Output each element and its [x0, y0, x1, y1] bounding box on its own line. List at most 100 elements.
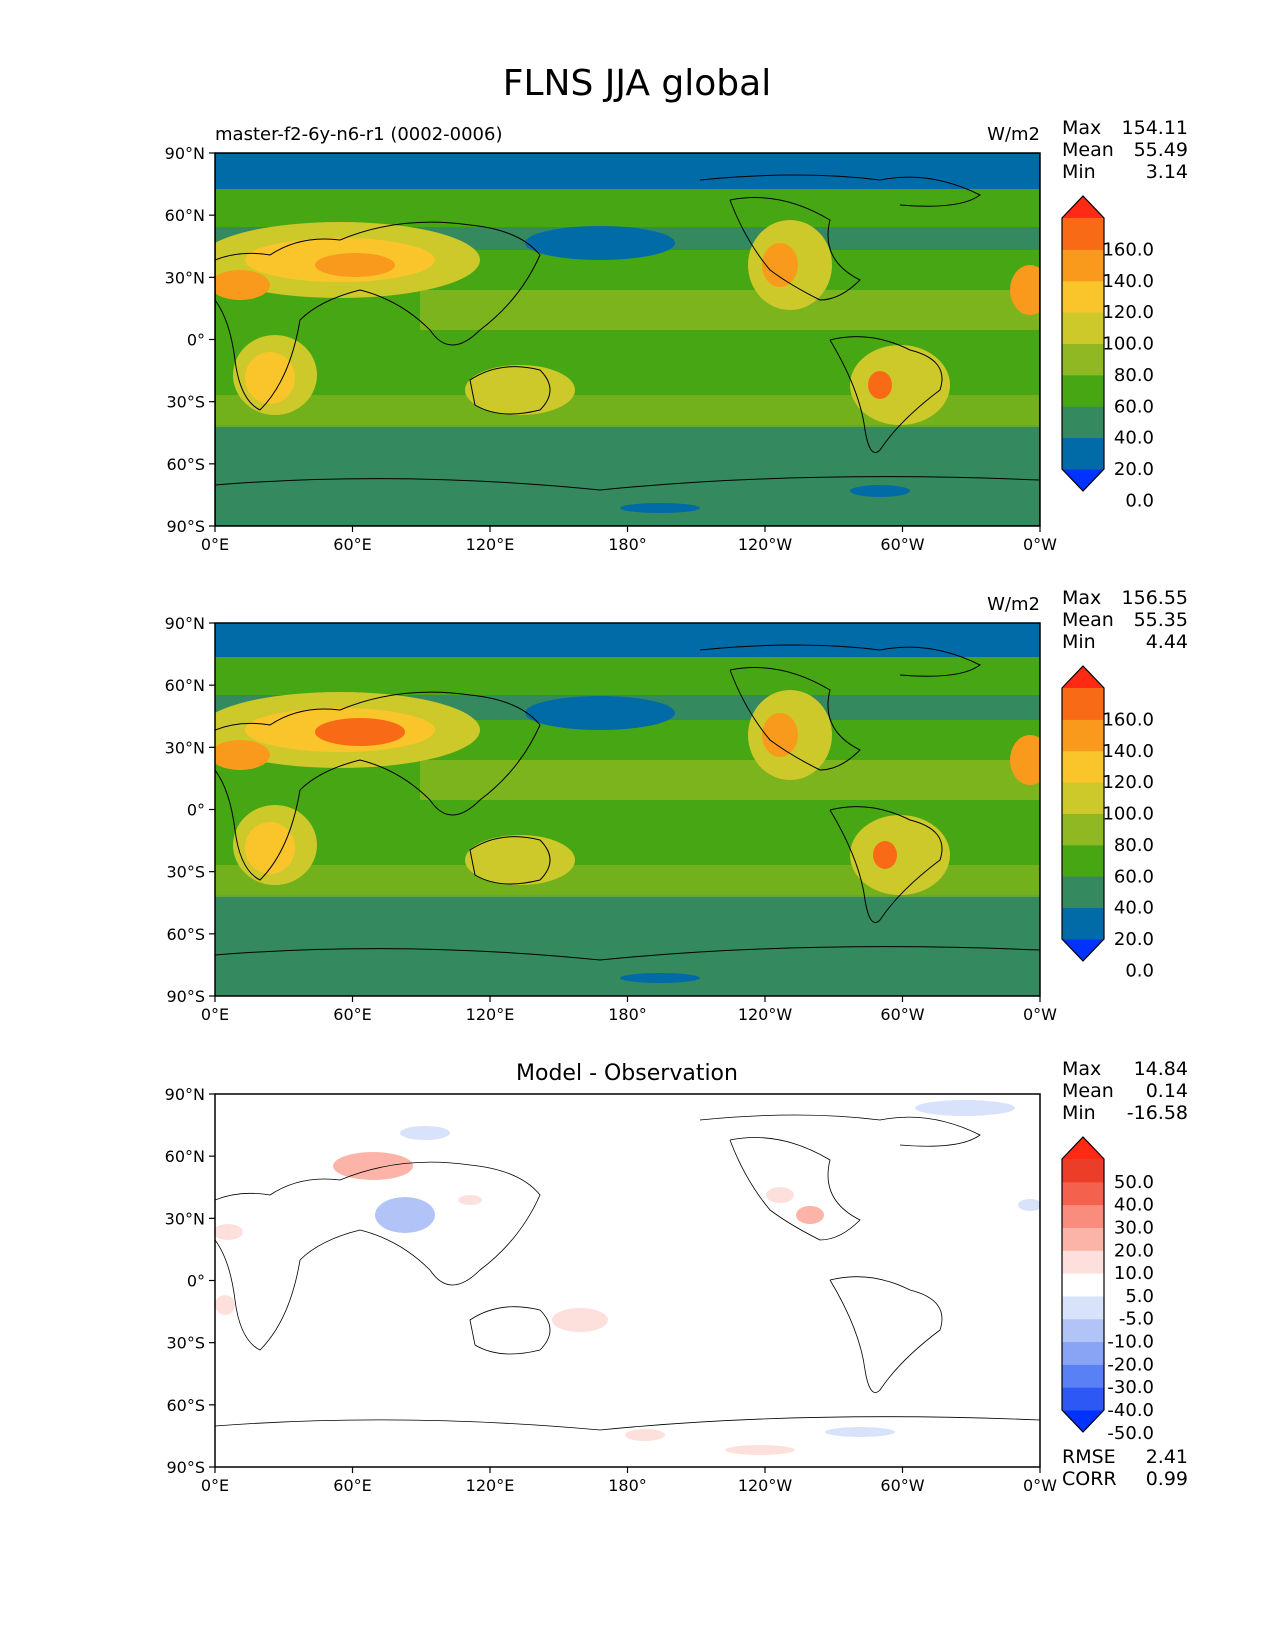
colorbar-tick-label: 100.0	[1102, 804, 1154, 825]
colorbar-tick-label: 140.0	[1102, 271, 1154, 292]
x-tick-label: 0°E	[201, 1005, 229, 1024]
colorbar-tick-label: -10.0	[1107, 1332, 1154, 1353]
y-tick-label: 60°S	[166, 1396, 205, 1415]
x-tick-label: 0°W	[1023, 1005, 1057, 1024]
colorbar-segment	[1062, 688, 1104, 720]
x-tick-label: 180°	[608, 535, 647, 554]
x-tick-label: 60°W	[880, 1476, 924, 1495]
colorbar-tick-label: -40.0	[1107, 1400, 1154, 1421]
panel-3-x-axis: 0°E 60°E 120°E 180° 120°W 60°W 0°W	[201, 1467, 1057, 1495]
colorbar-segment	[1062, 1273, 1104, 1297]
colorbar-outline	[1061, 665, 1105, 962]
y-tick-label: 90°S	[166, 987, 205, 1006]
colorbar-segment	[1062, 1295, 1104, 1320]
y-tick-label: 60°N	[165, 1147, 205, 1166]
x-tick-label: 0°E	[201, 1476, 229, 1495]
colorbar-tick-label: -50.0	[1107, 1423, 1154, 1444]
colorbar-segment	[1062, 1318, 1104, 1343]
panel-2-colorbar: 160.0 140.0 120.0 100.0 80.0 60.0 40.0 20.0 0.0	[1061, 665, 1154, 981]
panel-3-stats: Max 14.84 Mean 0.14 Min -16.58	[1062, 1058, 1188, 1124]
colorbar-segment	[1062, 876, 1104, 909]
panel-1-stat-value: 154.11	[1122, 117, 1188, 139]
panel-3-colorbar: 50.040.030.020.010.05.0-5.0-10.0-20.0-30…	[1061, 1136, 1154, 1444]
panel-1-colorbar: 160.0 140.0 120.0 100.0 80.0 60.0 40.0 20.0 0.0	[1061, 195, 1154, 511]
x-tick-label: 120°E	[466, 1005, 515, 1024]
panel-1-y-axis: 90°N 60°N 30°N 0° 30°S 60°S 90°S	[165, 144, 215, 536]
panel-3: Model - Observation	[165, 1058, 1188, 1495]
y-tick-label: 90°N	[165, 144, 205, 163]
colorbar-extend-max	[1062, 666, 1104, 688]
colorbar-outline	[1061, 1136, 1105, 1433]
colorbar-extend-max	[1062, 196, 1104, 218]
colorbar-extend-min	[1062, 469, 1104, 491]
figure-title: FLNS JJA global	[503, 63, 771, 104]
y-tick-label: 60°S	[166, 455, 205, 474]
panel-2-stat-value: 4.44	[1146, 631, 1188, 653]
panel-2-x-axis: 0°E 60°E 120°E 180° 120°W 60°W 0°W	[201, 996, 1057, 1024]
colorbar-segment	[1062, 1250, 1104, 1274]
x-tick-label: 120°W	[738, 1476, 793, 1495]
panel-2-stat-label: Min	[1062, 631, 1096, 653]
y-tick-label: 30°S	[166, 1334, 205, 1353]
y-tick-label: 30°N	[165, 268, 205, 287]
colorbar-segment	[1062, 813, 1104, 846]
x-tick-label: 60°E	[333, 1005, 371, 1024]
x-tick-label: 120°E	[466, 535, 515, 554]
panel-2-map-field	[215, 623, 1040, 996]
colorbar-tick-label: 80.0	[1114, 365, 1154, 386]
colorbar-tick-label: 100.0	[1102, 334, 1154, 355]
colorbar-tick-label: 160.0	[1102, 239, 1154, 260]
colorbar-extend-max	[1062, 1137, 1104, 1159]
x-tick-label: 60°E	[333, 1476, 371, 1495]
colorbar-tick-label: 20.0	[1114, 1240, 1154, 1261]
colorbar-segment	[1062, 280, 1104, 313]
x-tick-label: 0°W	[1023, 535, 1057, 554]
panel-1-stat-label: Min	[1062, 161, 1096, 183]
colorbar-tick-label: 0.0	[1125, 960, 1154, 981]
y-tick-label: 0°	[187, 331, 205, 350]
colorbar-tick-label: -30.0	[1107, 1377, 1154, 1398]
panel-3-map-field	[215, 1094, 1040, 1467]
colorbar-tick-label: 20.0	[1114, 459, 1154, 480]
panel-3-stat-value: 0.14	[1146, 1080, 1188, 1102]
x-tick-label: 120°W	[738, 1005, 793, 1024]
panel-2-units: W/m2	[987, 594, 1040, 615]
colorbar-segment	[1062, 406, 1104, 439]
panel-1-left-title: master-f2-6y-n6-r1 (0002-0006)	[215, 124, 502, 145]
colorbar-tick-label: 40.0	[1114, 428, 1154, 449]
y-tick-label: 90°S	[166, 517, 205, 536]
x-tick-label: 120°W	[738, 535, 793, 554]
x-tick-label: 180°	[608, 1476, 647, 1495]
colorbar-segment	[1062, 1227, 1104, 1251]
colorbar-segment	[1062, 1181, 1104, 1206]
y-tick-label: 60°N	[165, 206, 205, 225]
panel-3-title: Model - Observation	[516, 1061, 738, 1086]
panel-2-stat-label: Mean	[1062, 609, 1114, 631]
y-tick-label: 60°N	[165, 676, 205, 695]
panel-3-stat-value: 14.84	[1134, 1058, 1188, 1080]
colorbar-tick-label: 160.0	[1102, 709, 1154, 730]
x-tick-label: 120°E	[466, 1476, 515, 1495]
panel-1-stat-value: 55.49	[1134, 139, 1188, 161]
panel-1: master-f2-6y-n6-r1 (0002-0006) W/m2	[165, 117, 1188, 554]
colorbar-segment	[1062, 750, 1104, 783]
colorbar-extend-min	[1062, 939, 1104, 961]
colorbar-tick-label: 40.0	[1114, 1195, 1154, 1216]
colorbar-tick-label: 80.0	[1114, 835, 1154, 856]
colorbar-tick-label: 30.0	[1114, 1217, 1154, 1238]
colorbar-tick-label: 40.0	[1114, 898, 1154, 919]
y-tick-label: 90°S	[166, 1458, 205, 1477]
colorbar-segment	[1062, 1387, 1104, 1411]
y-tick-label: 30°S	[166, 863, 205, 882]
panel-1-map-field	[215, 153, 1040, 526]
colorbar-segment	[1062, 249, 1104, 282]
panel-2-stat-value: 55.35	[1134, 609, 1188, 631]
panel-3-stat-label: Mean	[1062, 1080, 1114, 1102]
colorbar-outline	[1061, 195, 1105, 492]
y-tick-label: 0°	[187, 1272, 205, 1291]
y-tick-label: 90°N	[165, 1085, 205, 1104]
colorbar-tick-label: 120.0	[1102, 302, 1154, 323]
y-tick-label: 90°N	[165, 614, 205, 633]
metric-label: RMSE	[1062, 1446, 1116, 1468]
panel-1-stat-label: Max	[1062, 117, 1101, 139]
